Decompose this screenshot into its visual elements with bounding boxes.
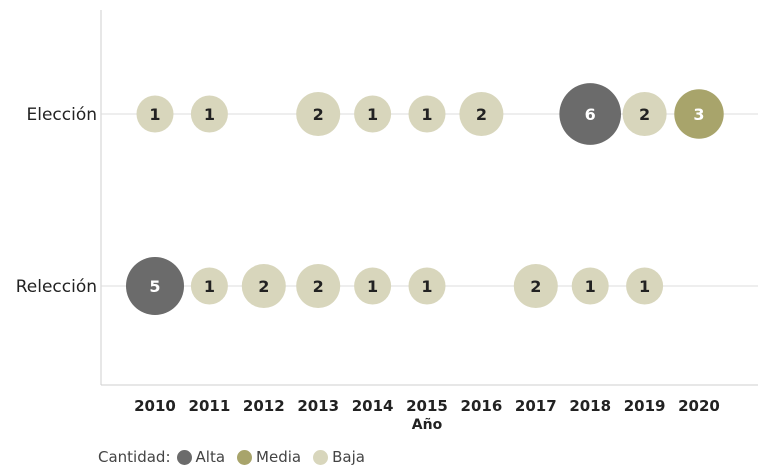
x-tick-label-2013: 2013 [297,397,339,415]
legend-swatch-baja [313,449,329,465]
legend-item-baja: Baja [313,448,365,466]
bubble-label-1-2014: 1 [367,277,378,296]
x-tick-label-2010: 2010 [134,397,176,415]
bubble-label-1-2012: 2 [258,277,269,296]
x-tick-label-2018: 2018 [569,397,611,415]
legend-swatch-media [237,449,253,465]
x-axis-title: Año [412,417,443,433]
bubble-1-2018 [571,267,609,305]
bubble-label-0-2019: 2 [639,105,650,124]
x-tick-label-2014: 2014 [352,397,394,415]
bubble-label-1-2018: 1 [585,277,596,296]
bubble-label-1-2011: 1 [204,277,215,296]
bubble-label-0-2020: 3 [693,105,704,124]
bubble-1-2019 [626,267,664,305]
legend-title: Cantidad: [98,448,171,466]
legend-label-alta: Alta [195,448,226,466]
bubble-label-0-2016: 2 [476,105,487,124]
bubble-label-0-2014: 1 [367,105,378,124]
bubble-0-2018 [559,83,622,145]
legend-item-alta: Alta [176,448,226,466]
legend: Cantidad: Alta Media Baja [98,446,377,468]
bubble-label-1-2019: 1 [639,277,650,296]
bubble-0-2013 [296,91,341,137]
legend-swatch-alta [176,449,192,465]
bubble-0-2015 [408,95,446,133]
bubble-label-0-2013: 2 [313,105,324,124]
bubble-1-2010 [125,256,185,316]
y-tick-label-1: Relección [16,277,97,297]
bubble-0-2016 [459,91,504,137]
bubble-0-2019 [622,91,667,137]
bubble-label-1-2017: 2 [530,277,541,296]
bubble-1-2013 [296,263,341,309]
legend-item-media: Media [237,448,301,466]
legend-label-media: Media [256,448,302,466]
bubble-label-1-2015: 1 [421,277,432,296]
bubble-label-1-2013: 2 [313,277,324,296]
x-tick-label-2015: 2015 [406,397,448,415]
bubble-label-0-2015: 1 [421,105,432,124]
bubble-1-2017 [513,263,558,309]
bubble-label-1-2010: 5 [149,277,160,296]
x-tick-label-2017: 2017 [515,397,557,415]
bubble-1-2011 [190,267,228,305]
y-tick-label-0: Elección [26,105,97,125]
legend-label-baja: Baja [332,448,365,466]
bubble-1-2015 [408,267,446,305]
bubble-0-2010 [136,95,174,133]
bubble-label-0-2011: 1 [204,105,215,124]
x-tick-label-2011: 2011 [189,397,231,415]
bubble-0-2020 [674,89,724,139]
bubble-0-2011 [190,95,228,133]
bubble-1-2012 [241,263,286,309]
bubble-label-0-2010: 1 [149,105,160,124]
x-tick-label-2020: 2020 [678,397,720,415]
x-tick-label-2016: 2016 [461,397,503,415]
bubble-0-2014 [354,95,392,133]
x-tick-label-2019: 2019 [624,397,666,415]
bubble-1-2014 [354,267,392,305]
bubble-chart: Elección Relección 2010 2011 2012 2013 2014 201… [16,10,758,433]
bubble-label-0-2018: 6 [585,105,596,124]
x-tick-label-2012: 2012 [243,397,285,415]
